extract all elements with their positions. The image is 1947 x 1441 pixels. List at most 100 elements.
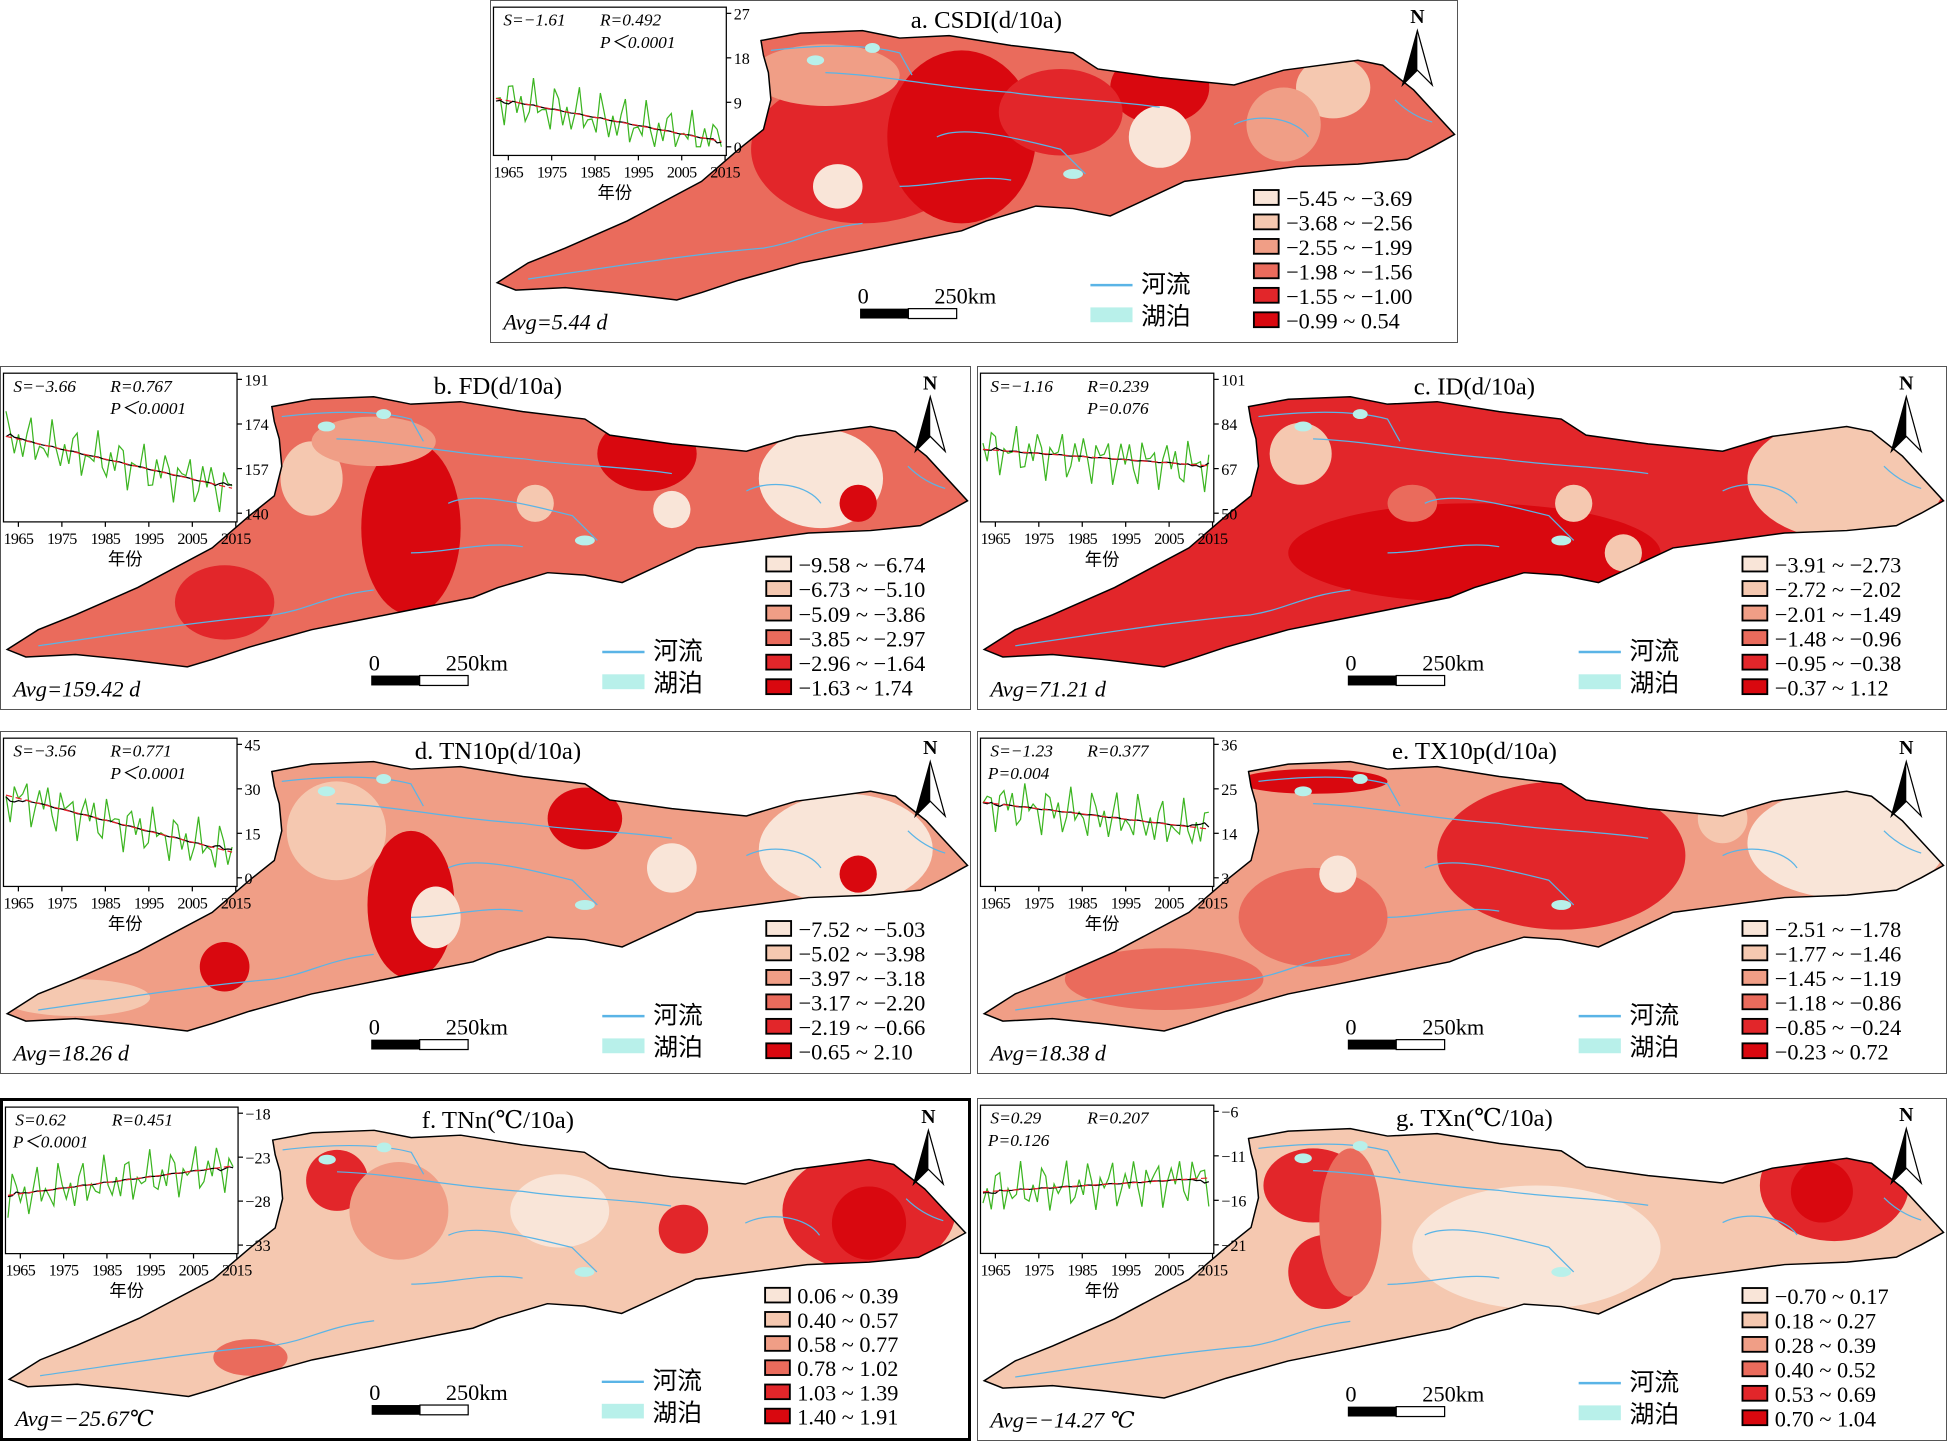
north-arrow-icon — [1891, 396, 1907, 452]
x-tick-label: 2005 — [1154, 896, 1184, 913]
y-tick-label: 9 — [734, 96, 742, 113]
x-tick-label: 1985 — [1067, 896, 1097, 913]
lake-legend-icon — [602, 674, 645, 690]
legend-swatch — [764, 1383, 791, 1401]
stat-slope: S=0.29 — [990, 1109, 1041, 1128]
trend-zone — [280, 441, 343, 516]
river — [40, 1320, 375, 1377]
legend-label: −0.65 ~ 2.10 — [799, 1039, 913, 1064]
y-tick-label: 174 — [244, 417, 268, 434]
legend-label: 0.28 ~ 0.39 — [1775, 1333, 1876, 1358]
legend-label: −1.45 ~ −1.19 — [1775, 966, 1902, 991]
river — [1883, 830, 1922, 854]
legend-swatch — [764, 1407, 791, 1425]
lake — [574, 1267, 595, 1277]
region-boundary — [982, 760, 1945, 1032]
panel-c-id: 101 84 67 50 1965 1975 1985 1995 2005 2015 年份 S=−1.… — [977, 366, 1947, 710]
average-value: Avg=18.38 d — [988, 1041, 1106, 1066]
x-tick-label: 2005 — [1154, 1263, 1184, 1280]
lake — [1551, 535, 1572, 546]
scale-bar-light — [419, 674, 469, 687]
x-axis-label: 年份 — [108, 550, 143, 569]
legend-label: −2.72 ~ −2.02 — [1775, 577, 1902, 602]
north-label: N — [1899, 1104, 1914, 1126]
map-shading — [213, 1149, 956, 1376]
river — [905, 1198, 944, 1222]
legend-swatch — [765, 555, 793, 573]
x-tick-label: 2015 — [222, 1263, 252, 1280]
region-boundary — [495, 29, 1456, 301]
trend-zone — [1697, 793, 1748, 844]
river — [936, 131, 1086, 175]
scale-distance: 250km — [1422, 1015, 1484, 1040]
lake-legend-icon — [1578, 1038, 1621, 1054]
legend-label: 0.53 ~ 0.69 — [1775, 1382, 1876, 1407]
trend-zone — [1064, 948, 1264, 1010]
average-value: Avg=5.44 d — [501, 310, 608, 335]
lake — [1352, 1141, 1368, 1151]
trend-zone — [410, 886, 461, 949]
legend-label: −1.98 ~ −1.56 — [1286, 260, 1412, 285]
river-legend-label: 河流 — [1630, 1369, 1680, 1397]
river — [1313, 1170, 1649, 1206]
legend-swatch — [764, 1286, 791, 1304]
trend-zone — [1128, 106, 1191, 168]
trend-zone — [758, 793, 933, 905]
linear-trend-line — [982, 448, 1209, 467]
legend-label: −3.97 ~ −3.18 — [799, 966, 926, 991]
linear-trend-line — [5, 794, 233, 853]
river — [281, 411, 424, 442]
legend-label: 0.40 ~ 0.57 — [797, 1308, 898, 1333]
legend-swatch — [765, 920, 793, 937]
legend-swatch — [765, 944, 793, 962]
x-tick-label: 1975 — [1024, 896, 1054, 913]
legend-label: 0.40 ~ 0.52 — [1775, 1358, 1876, 1383]
river — [1883, 1197, 1922, 1221]
y-tick-label: 157 — [244, 462, 268, 479]
region-boundary — [5, 395, 969, 668]
trend-zone — [653, 490, 691, 529]
stat-correlation: R=0.771 — [109, 742, 171, 761]
legend-label: −0.99 ~ 0.54 — [1286, 308, 1400, 333]
y-tick-label: 50 — [1221, 506, 1237, 523]
stat-correlation: R=0.377 — [1086, 742, 1150, 761]
x-axis-label: 年份 — [1085, 915, 1120, 934]
scale-distance: 250km — [446, 651, 509, 676]
north-arrow-icon — [915, 396, 931, 452]
legend-label: −1.48 ~ −0.96 — [1775, 626, 1902, 651]
panel-title: c. ID(d/10a) — [1414, 373, 1535, 400]
river — [907, 465, 946, 490]
trend-zone — [658, 1204, 709, 1254]
legend-label: −0.37 ~ 1.12 — [1775, 675, 1889, 700]
river — [1258, 776, 1401, 807]
region-boundary — [982, 395, 1945, 668]
lake — [1352, 409, 1368, 420]
panel-title: f. TNn(℃/10a) — [422, 1107, 574, 1134]
stat-slope: S=−3.66 — [13, 377, 76, 396]
x-tick-label: 1985 — [580, 165, 610, 182]
x-tick-label: 2005 — [179, 1263, 209, 1280]
scale-zero: 0 — [1345, 1015, 1356, 1040]
lake — [806, 55, 825, 66]
north-label: N — [923, 372, 938, 394]
x-tick-label: 2005 — [177, 531, 207, 548]
north-label: N — [1410, 6, 1425, 28]
scale-zero: 0 — [1345, 1382, 1356, 1407]
river-legend-label: 河流 — [653, 1002, 703, 1030]
x-tick-label: 1975 — [47, 896, 77, 913]
trend-zone — [887, 50, 1036, 224]
river — [1722, 848, 1798, 869]
x-tick-label: 1975 — [1024, 531, 1054, 548]
x-tick-label: 2015 — [1198, 896, 1228, 913]
lake-legend-label: 湖泊 — [653, 1399, 702, 1427]
y-tick-label: 18 — [734, 51, 750, 68]
legend-swatch — [765, 629, 793, 646]
trend-zone — [751, 44, 900, 107]
trend-zone — [516, 484, 554, 522]
legend-swatch — [1252, 213, 1280, 231]
legend-swatch — [1741, 653, 1769, 671]
scale-bar-dark — [371, 675, 420, 686]
lake — [574, 535, 595, 546]
legend-swatch — [1252, 262, 1280, 280]
panel-f-tnn: −18 −23 −28 −33 1965 1975 1985 1995 2005 2015 年份 S=… — [0, 1098, 971, 1441]
